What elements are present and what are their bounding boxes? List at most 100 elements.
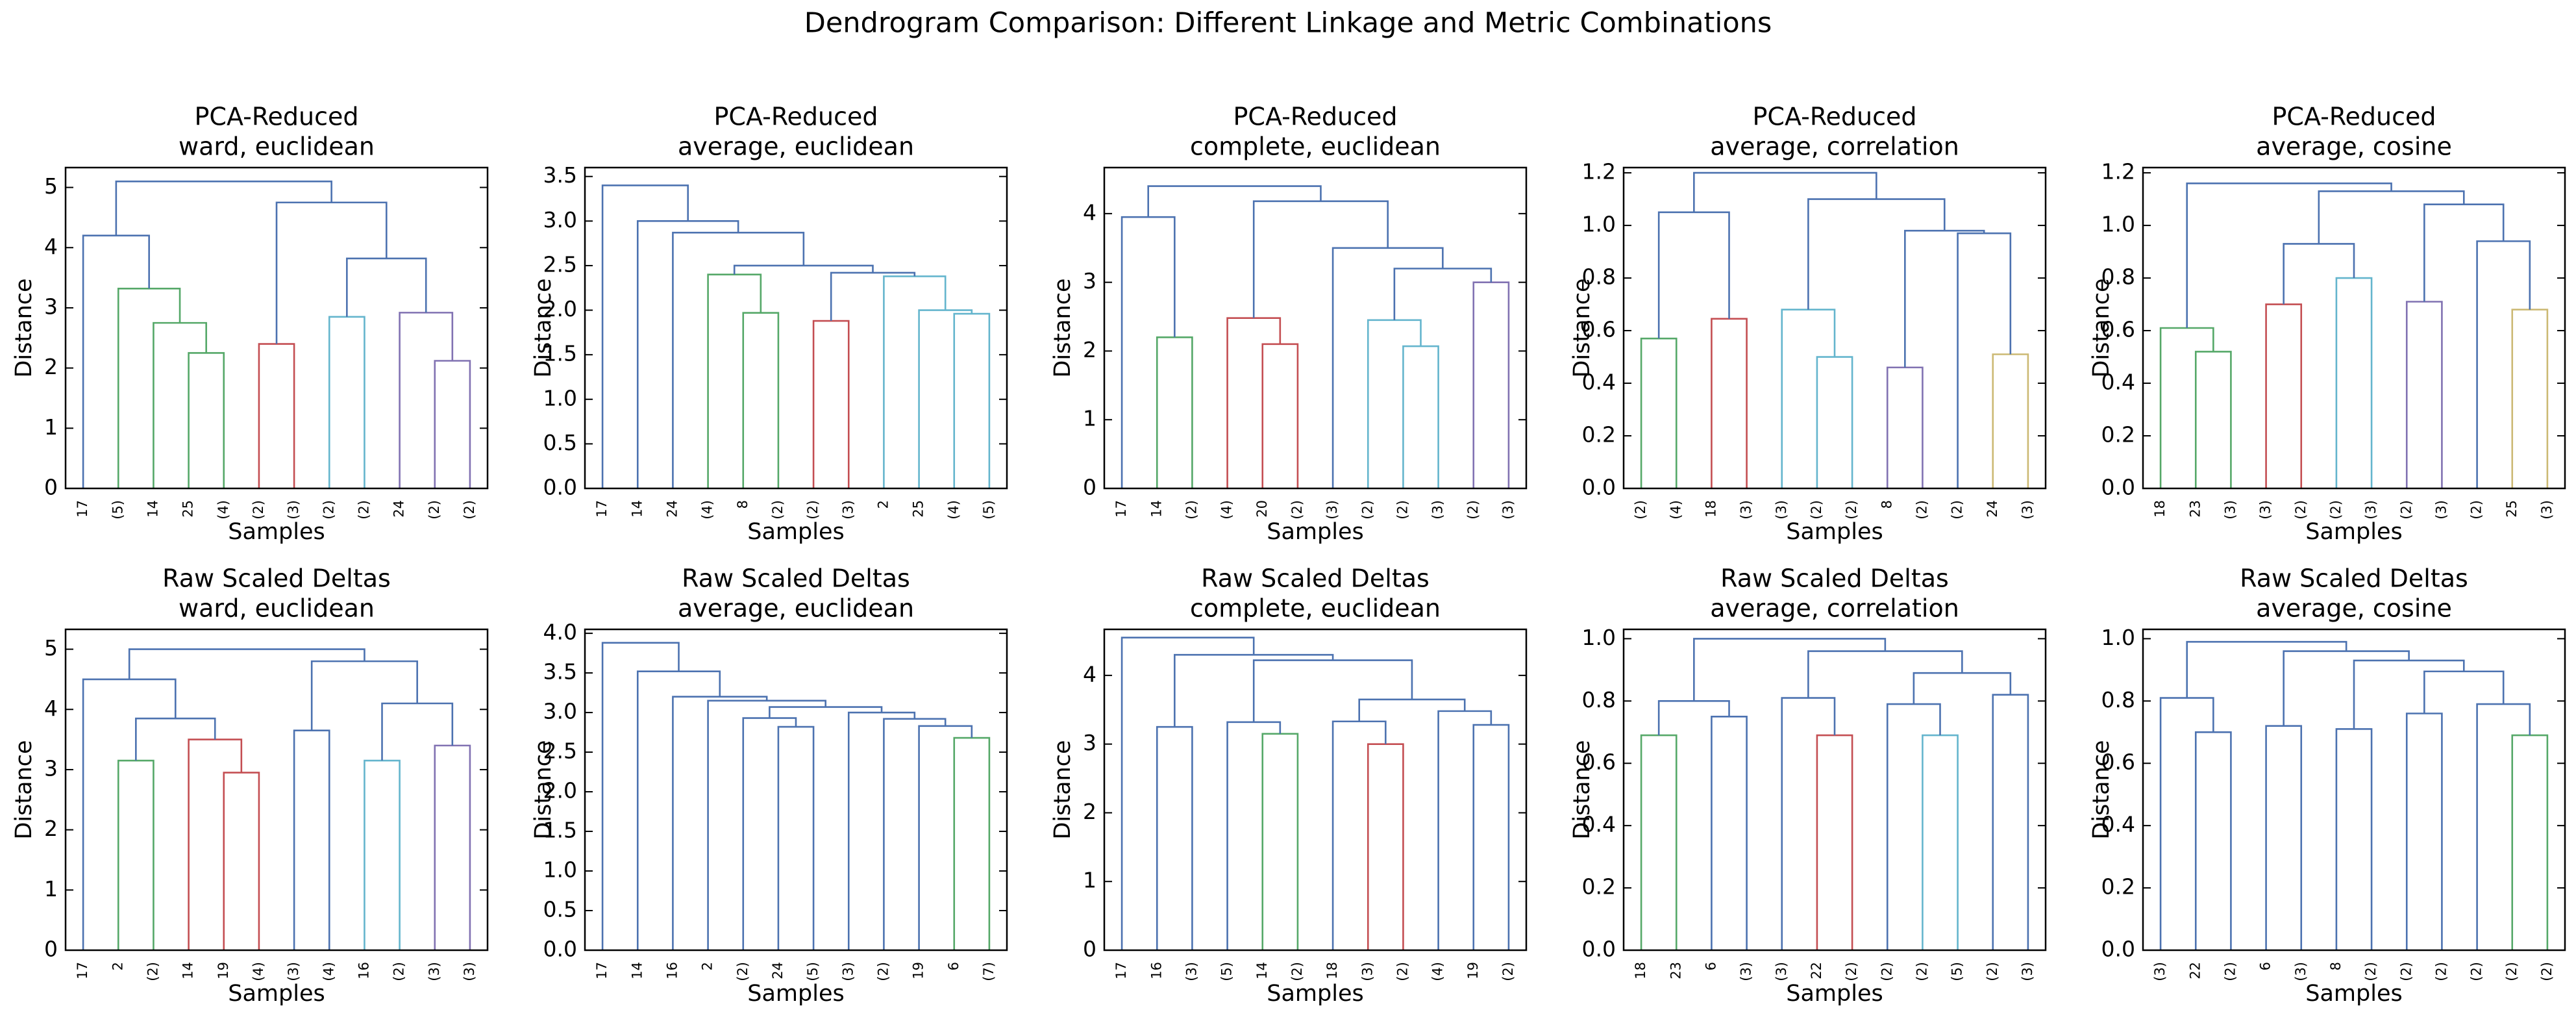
link (1904, 229, 1985, 368)
x-axis-label: Samples (2305, 519, 2402, 545)
leaf-label: (2) (1394, 500, 1410, 520)
leaf-label: 17 (75, 500, 90, 518)
y-tick-label: 0.0 (2101, 937, 2135, 962)
y-tick-label: 0.8 (1582, 264, 1616, 290)
link (258, 343, 295, 488)
link (1816, 356, 1853, 488)
y-tick-label: 0.4 (2101, 370, 2135, 395)
link (2476, 703, 2531, 950)
link (275, 201, 388, 344)
y-tick-label: 2 (1083, 799, 1096, 824)
axes-frame (1103, 166, 1528, 490)
y-tick-label: 0.8 (2101, 264, 2135, 290)
y-tick-label: 2.0 (543, 778, 577, 803)
leaf-label: (2) (356, 500, 371, 520)
leaf-label: 18 (2152, 500, 2168, 518)
link (601, 642, 680, 950)
leaf-label: (3) (1359, 962, 1375, 981)
leaf-label: (3) (1739, 962, 1754, 981)
link (188, 738, 243, 950)
leaf-label: (4) (216, 500, 231, 520)
y-tick-label: 0.2 (2101, 874, 2135, 900)
y-tick-label: 1.0 (543, 385, 577, 410)
x-axis-label: Samples (228, 519, 325, 545)
panel-subtitle: complete, euclidean (1190, 132, 1441, 161)
link (1886, 703, 1941, 950)
leaf-label: (2) (1844, 500, 1859, 520)
panel-subtitle: average, cosine (2256, 594, 2452, 623)
leaf-label: (2) (2363, 962, 2379, 981)
leaf-label: (2) (2504, 962, 2520, 981)
leaf-label: (2) (1879, 962, 1894, 981)
leaf-label: (2) (770, 500, 786, 520)
leaf-label: (2) (2469, 962, 2484, 981)
leaf-label: (3) (1739, 500, 1754, 520)
link (1711, 318, 1748, 488)
link (2283, 243, 2355, 305)
link (1640, 734, 1678, 950)
link (117, 759, 155, 950)
y-tick-label: 4 (1083, 199, 1096, 225)
leaf-label: (2) (2222, 962, 2238, 981)
leaf-label: 24 (664, 500, 680, 518)
leaf-label: (3) (286, 500, 301, 520)
leaf-label: (3) (1324, 500, 1340, 520)
link (1711, 715, 1748, 950)
leaf-label: 2 (875, 500, 891, 509)
leaf-label: (2) (427, 500, 442, 520)
y-tick-label: 1.0 (1582, 212, 1616, 237)
leaf-label: 6 (1703, 962, 1718, 970)
link (2159, 697, 2214, 950)
link (2186, 640, 2347, 698)
link (1358, 698, 1466, 722)
y-tick-label: 3 (44, 755, 58, 781)
link (1156, 336, 1193, 488)
y-axis-label: Distance (530, 278, 556, 377)
leaf-label: (3) (840, 962, 856, 981)
leaf-label: 19 (911, 962, 926, 979)
y-tick-label: 1.5 (543, 818, 577, 843)
x-axis-label: Samples (747, 519, 844, 545)
link (2194, 351, 2232, 488)
leaf-label: (4) (1668, 500, 1683, 520)
leaf-label: (3) (2020, 962, 2035, 981)
leaf-label: 16 (664, 962, 680, 979)
leaf-label: 22 (2187, 962, 2203, 979)
y-tick-label: 0.5 (543, 897, 577, 922)
leaf-label: 2 (700, 962, 715, 970)
link (1992, 353, 2029, 488)
panel-title: PCA-Reduced (1233, 103, 1398, 131)
link (672, 231, 805, 488)
y-tick-label: 1.0 (2101, 625, 2135, 650)
y-axis-label: Distance (11, 740, 37, 839)
y-tick-label: 0 (1083, 937, 1096, 962)
panel-subtitle: average, euclidean (678, 594, 914, 623)
leaf-label: 6 (946, 962, 961, 970)
leaf-label: (3) (2363, 500, 2379, 520)
link (364, 759, 401, 950)
y-axis-label: Distance (1569, 740, 1595, 839)
leaf-label: (3) (1774, 962, 1789, 981)
link (918, 725, 973, 950)
link (742, 312, 780, 488)
link (777, 725, 815, 950)
link (153, 321, 207, 488)
leaf-label: (2) (391, 962, 407, 981)
y-tick-label: 0.2 (1582, 874, 1616, 900)
y-tick-label: 4 (44, 234, 58, 259)
link (883, 718, 947, 950)
y-tick-label: 1.5 (543, 341, 577, 366)
y-tick-label: 0.6 (2101, 317, 2135, 342)
y-tick-label: 0.6 (1582, 317, 1616, 342)
y-axis-label: Distance (1569, 278, 1595, 377)
link (2511, 734, 2549, 950)
link (82, 234, 150, 488)
y-tick-label: 0.0 (2101, 475, 2135, 500)
leaf-label: 24 (770, 962, 786, 979)
link (381, 702, 454, 761)
link (1226, 317, 1282, 488)
leaf-label: (3) (286, 962, 301, 981)
leaf-label: (2) (1633, 500, 1648, 520)
leaf-label: (2) (2398, 500, 2414, 520)
